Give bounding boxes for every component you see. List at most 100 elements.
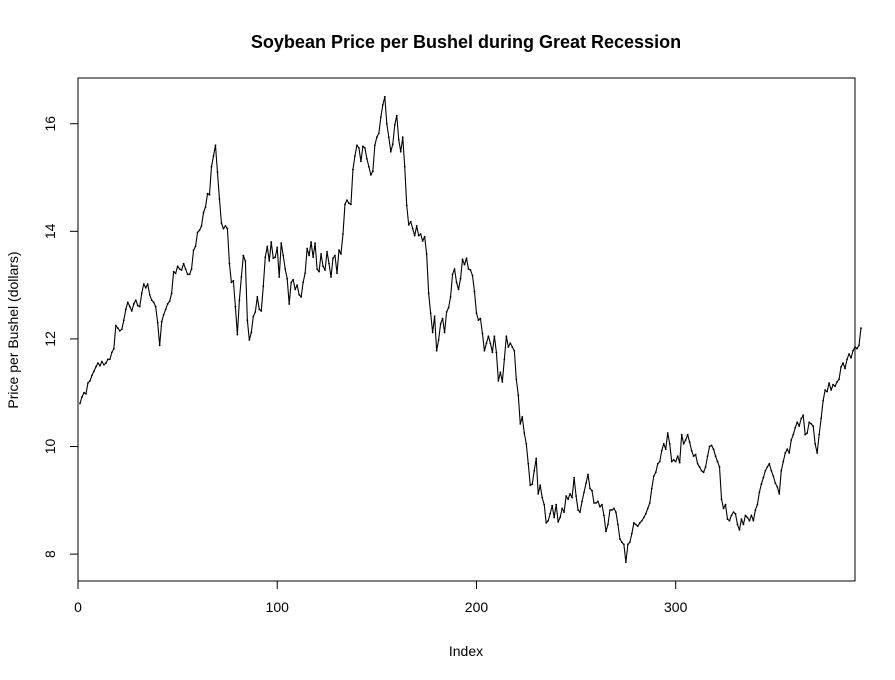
data-point <box>842 362 844 365</box>
data-point <box>304 272 307 275</box>
data-point <box>726 518 729 521</box>
data-point <box>593 502 595 504</box>
data-point <box>527 462 530 465</box>
data-point <box>696 462 699 465</box>
data-point <box>290 281 293 284</box>
data-point <box>220 222 223 225</box>
data-point <box>385 122 388 125</box>
data-point <box>784 452 787 454</box>
data-point <box>744 514 747 517</box>
data-point <box>575 495 577 497</box>
data-point <box>477 319 480 321</box>
data-point <box>579 511 581 514</box>
data-point <box>463 263 466 266</box>
data-point <box>650 487 653 490</box>
data-point <box>786 448 789 451</box>
data-point <box>328 262 330 265</box>
data-point <box>89 379 91 382</box>
data-point <box>794 426 797 429</box>
data-point <box>728 519 731 522</box>
y-tick-label: 10 <box>42 439 58 455</box>
data-point <box>346 199 348 202</box>
data-point <box>473 290 476 293</box>
data-point <box>266 245 269 248</box>
data-point <box>427 292 430 295</box>
data-point <box>732 511 735 514</box>
data-point <box>114 324 117 327</box>
data-point <box>638 522 641 524</box>
data-point <box>808 421 811 424</box>
data-point <box>571 496 573 499</box>
data-point <box>298 293 301 296</box>
data-point <box>848 353 850 355</box>
data-point <box>158 344 161 347</box>
data-point <box>734 512 737 515</box>
data-point <box>264 256 267 259</box>
data-point <box>210 165 213 168</box>
data-point <box>411 227 414 230</box>
data-point <box>730 514 733 517</box>
data-point <box>356 144 358 147</box>
data-point <box>120 328 123 331</box>
data-point <box>834 385 836 388</box>
data-point <box>124 308 127 311</box>
data-point <box>83 391 85 394</box>
data-point <box>232 279 235 282</box>
data-point <box>622 543 625 546</box>
data-point <box>519 423 522 425</box>
data-point <box>700 469 703 472</box>
data-point <box>128 305 131 308</box>
y-tick-label: 16 <box>42 116 58 132</box>
data-point <box>856 347 858 350</box>
data-point <box>110 351 113 354</box>
data-point <box>573 476 575 479</box>
data-point <box>553 516 556 519</box>
data-point <box>563 511 566 514</box>
data-point <box>142 283 145 285</box>
data-point <box>591 489 593 492</box>
data-point <box>557 520 560 523</box>
data-point <box>399 150 402 153</box>
data-point <box>660 449 663 452</box>
data-point <box>688 441 691 444</box>
data-point <box>403 165 406 168</box>
data-point <box>603 514 605 517</box>
data-point <box>489 342 492 345</box>
data-point <box>860 327 862 330</box>
data-point <box>806 432 809 434</box>
data-point <box>79 402 81 405</box>
data-point <box>617 523 619 526</box>
data-point <box>844 367 846 370</box>
data-point <box>292 278 295 281</box>
data-point <box>367 165 370 168</box>
data-point <box>409 220 412 223</box>
data-point <box>541 496 544 499</box>
data-point <box>306 247 309 250</box>
data-point <box>413 234 416 237</box>
data-point <box>601 503 603 506</box>
data-point <box>212 155 215 157</box>
data-point <box>330 276 332 278</box>
data-point <box>342 233 344 235</box>
data-point <box>322 265 324 268</box>
data-point <box>334 254 336 257</box>
data-point <box>764 469 767 472</box>
data-point <box>316 268 318 270</box>
data-point <box>702 471 705 474</box>
data-point <box>714 455 717 458</box>
y-axis-label: Price per Bushel (dollars) <box>5 251 21 408</box>
data-point <box>332 257 334 260</box>
data-point <box>670 460 673 463</box>
data-point <box>176 265 179 268</box>
data-point <box>479 317 482 320</box>
data-point <box>358 147 360 149</box>
data-point <box>832 383 834 386</box>
data-point <box>284 268 287 270</box>
data-point <box>846 358 848 361</box>
x-tick-label: 100 <box>266 599 290 615</box>
data-point <box>770 469 773 472</box>
data-point <box>156 321 159 324</box>
data-point <box>487 335 490 338</box>
data-point <box>676 455 679 458</box>
data-point <box>577 509 579 511</box>
